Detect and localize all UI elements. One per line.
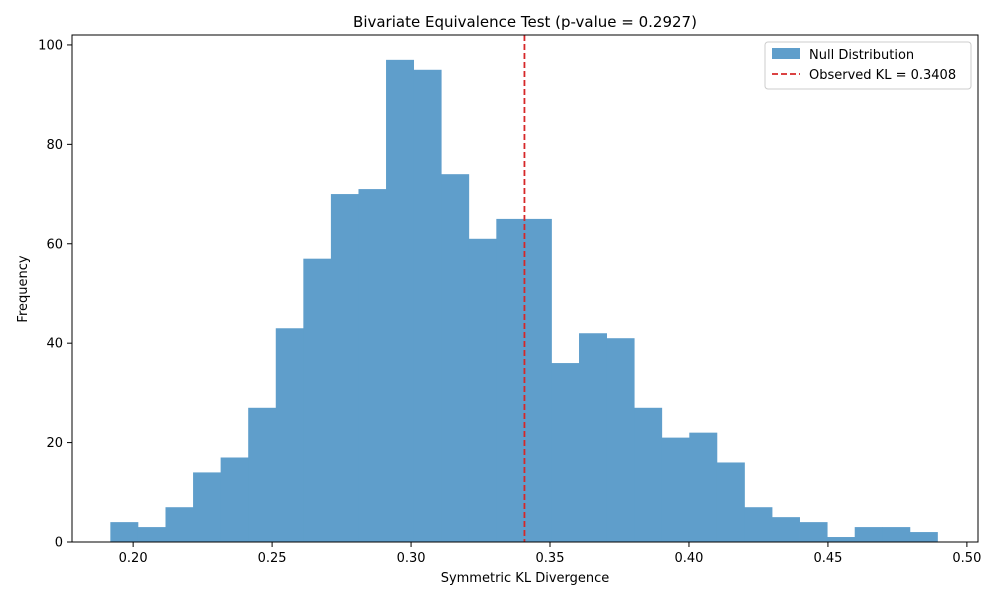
histogram-bar (744, 507, 773, 542)
x-tick-label: 0.25 (258, 551, 287, 566)
histogram-bar (716, 462, 745, 542)
x-tick-label: 0.20 (119, 551, 148, 566)
y-tick-label: 60 (46, 237, 63, 252)
histogram-bar (799, 522, 828, 542)
y-axis-label: Frequency (16, 255, 31, 322)
histogram-bar (275, 328, 304, 542)
y-tick-label: 100 (38, 38, 63, 53)
histogram-bar (441, 174, 470, 542)
histogram-bar (248, 407, 277, 542)
legend-swatch-null-distribution (772, 48, 800, 59)
x-tick-label: 0.50 (952, 551, 981, 566)
legend: Null Distribution Observed KL = 0.3408 (764, 41, 972, 90)
y-axis-ticks: 0 20 40 60 80 100 (38, 38, 72, 551)
histogram-bar (689, 432, 718, 542)
histogram-bar (358, 189, 387, 542)
histogram-bar (193, 472, 222, 542)
y-tick-label: 80 (46, 138, 63, 153)
histogram-bar (386, 59, 415, 542)
plot-area-frame (71, 34, 979, 543)
histogram-bar (110, 522, 139, 542)
histogram-bar (772, 517, 800, 542)
x-axis-ticks: 0.20 0.25 0.30 0.35 0.40 0.45 0.50 (119, 542, 981, 566)
histogram-bar (909, 532, 938, 542)
x-tick-label: 0.45 (813, 551, 842, 566)
legend-label-observed-kl: Observed KL = 0.3408 (809, 68, 956, 83)
histogram-bar (496, 218, 525, 542)
histogram-bar (579, 333, 607, 542)
x-axis-label: Symmetric KL Divergence (441, 571, 610, 586)
chart-title: Bivariate Equivalence Test (p-value = 0.… (353, 13, 697, 31)
histogram-bar (303, 258, 332, 542)
histogram-bar (634, 407, 663, 542)
histogram-bar (220, 457, 249, 542)
histogram-bar (854, 527, 883, 542)
histogram-bar (523, 218, 552, 542)
histogram-bar (468, 238, 497, 543)
histogram-bar (606, 338, 635, 542)
x-tick-label: 0.40 (674, 551, 703, 566)
y-tick-label: 40 (46, 337, 63, 352)
x-tick-label: 0.30 (397, 551, 426, 566)
histogram-bar (882, 527, 911, 542)
legend-label-null-distribution: Null Distribution (809, 48, 914, 63)
histogram-bar (137, 527, 166, 542)
histogram-bar (827, 537, 856, 542)
histogram-bar (165, 507, 194, 542)
histogram-bar (551, 363, 580, 542)
x-tick-label: 0.35 (536, 551, 565, 566)
histogram-bars (110, 59, 938, 543)
legend-box (764, 41, 972, 90)
histogram-bar (661, 437, 690, 542)
y-tick-label: 20 (46, 436, 63, 451)
histogram-bar (413, 69, 442, 542)
histogram-bar (330, 194, 359, 542)
y-tick-label: 0 (55, 536, 63, 551)
